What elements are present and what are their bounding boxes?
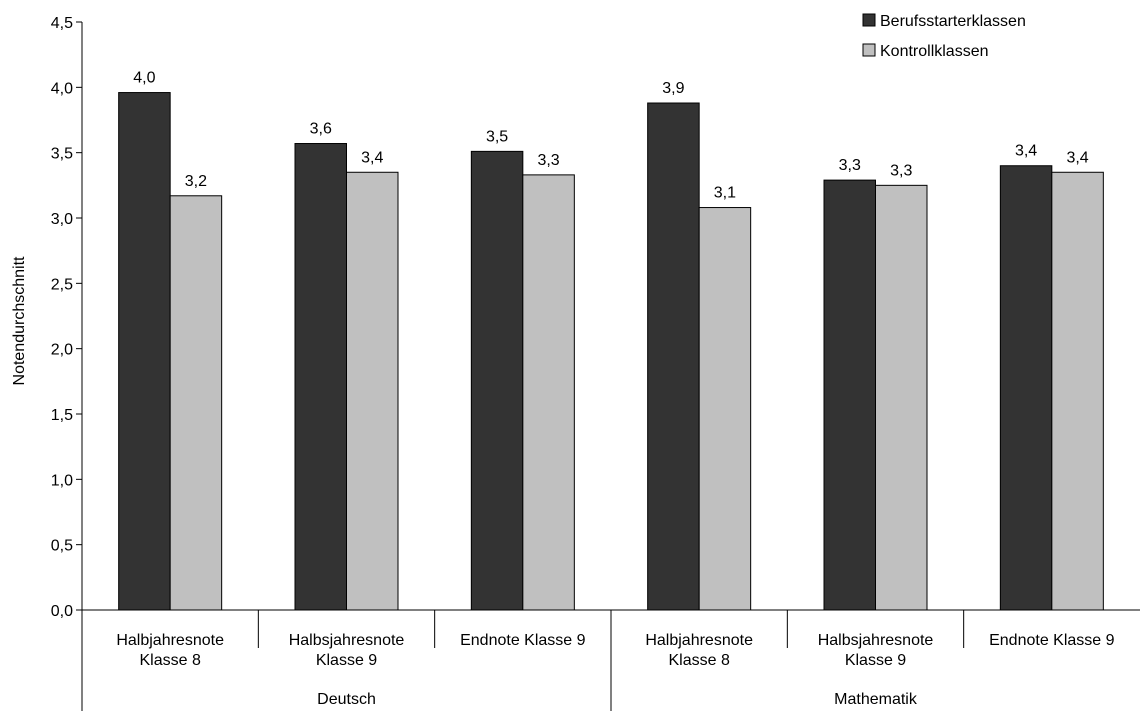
- y-tick-label: 3,5: [51, 146, 73, 163]
- data-label: 3,9: [662, 80, 684, 97]
- category-label: Klasse 8: [668, 652, 729, 669]
- category-label: Halbsjahresnote: [289, 632, 405, 649]
- bar-berufsstarterklassen: [823, 179, 876, 611]
- bar-kontrollklassen: [169, 195, 223, 611]
- data-label: 3,3: [890, 162, 912, 179]
- bar-berufsstarterklassen: [294, 143, 347, 611]
- category-label: Endnote Klasse 9: [460, 632, 586, 649]
- data-label: 3,5: [486, 128, 508, 145]
- bar-kontrollklassen: [875, 184, 928, 611]
- data-label: 3,4: [1015, 143, 1037, 160]
- data-label: 4,0: [133, 70, 155, 87]
- category-label: Klasse 9: [845, 652, 906, 669]
- bar-berufsstarterklassen: [647, 102, 700, 611]
- y-tick-label: 1,5: [51, 407, 73, 424]
- data-label: 3,1: [714, 185, 736, 202]
- y-tick-label: 2,0: [51, 342, 73, 359]
- bar-berufsstarterklassen: [470, 150, 524, 611]
- data-label: 3,4: [1066, 149, 1088, 166]
- legend-label-kontrollklassen: Kontrollklassen: [880, 43, 989, 60]
- category-label: Halbjahresnote: [645, 632, 753, 649]
- legend-swatch-kontrollklassen: [862, 43, 876, 57]
- y-tick-label: 4,5: [51, 15, 73, 32]
- data-label: 3,3: [839, 157, 861, 174]
- y-axis-label: Notendurchschnitt: [11, 256, 28, 386]
- bar-kontrollklassen: [346, 171, 399, 611]
- data-label: 3,3: [537, 152, 559, 169]
- data-label: 3,6: [310, 121, 332, 138]
- legend-label-berufsstarterklassen: Berufsstarterklassen: [880, 13, 1026, 30]
- data-label: 3,2: [185, 173, 207, 190]
- bar-kontrollklassen: [698, 207, 752, 611]
- legend: Berufsstarterklassen Kontrollklassen: [862, 13, 1026, 60]
- group-label: Mathematik: [834, 691, 918, 708]
- y-tick-label: 3,0: [51, 211, 73, 228]
- bar-berufsstarterklassen: [118, 92, 171, 611]
- legend-swatch-berufsstarterklassen: [862, 13, 876, 27]
- y-tick-label: 0,0: [51, 603, 73, 620]
- y-tick-label: 0,5: [51, 538, 73, 555]
- bar-berufsstarterklassen: [999, 165, 1053, 611]
- y-tick-label: 4,0: [51, 80, 73, 97]
- y-tick-label: 1,0: [51, 472, 73, 489]
- bar-kontrollklassen: [1051, 171, 1104, 611]
- data-label: 3,4: [361, 149, 383, 166]
- category-label: Halbjahresnote: [116, 632, 224, 649]
- group-label: Deutsch: [317, 691, 376, 708]
- category-label: Halbsjahresnote: [818, 632, 934, 649]
- y-tick-label: 2,5: [51, 276, 73, 293]
- category-label: Klasse 9: [316, 652, 377, 669]
- bar-kontrollklassen: [522, 174, 575, 611]
- category-label: Klasse 8: [139, 652, 200, 669]
- category-label: Endnote Klasse 9: [989, 632, 1115, 649]
